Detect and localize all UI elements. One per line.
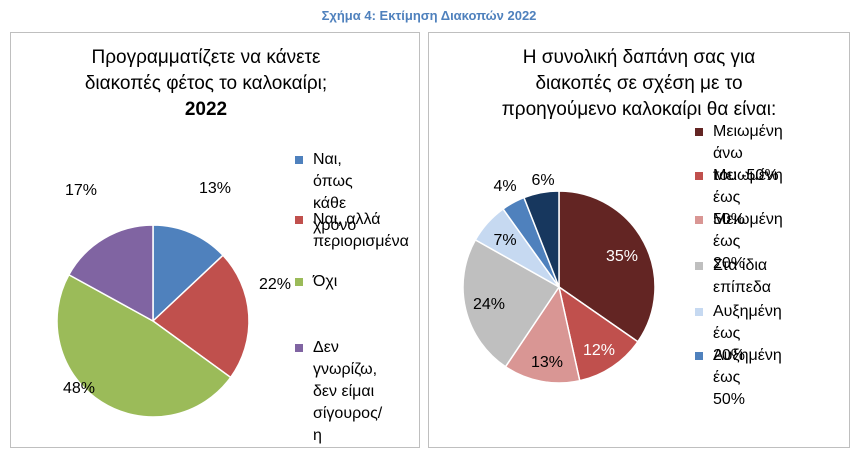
spending-data-label-1: 12%: [583, 342, 615, 359]
spending-legend-label-4: Αυξημένη έως 20%: [713, 303, 782, 364]
chart-title-plans: Προγραμματίζετε να κάνετε διακοπές φέτος…: [51, 45, 361, 123]
spending-slice-3: [462, 238, 561, 368]
plans-data-label-2: 48%: [63, 380, 95, 397]
spending-legend-swatch-0: [695, 128, 703, 136]
spending-slice-1: [557, 285, 639, 382]
spending-slice-0: [558, 190, 656, 343]
chart-panel-plans: Προγραμματίζετε να κάνετε διακοπές φέτος…: [10, 32, 420, 448]
chart-panel-spending: Η συνολική δαπάνη σας για διακοπές σε σχ…: [428, 32, 850, 448]
spending-legend-swatch-2: [695, 216, 703, 224]
pie-chart-spending: 35% 12% 13% 24% 7% 4% 6%: [462, 172, 656, 384]
spending-legend-label-1: Μειωμένη έως 50%: [713, 167, 783, 228]
legend-plans: Ναι, όπως κάθε χρόνο Ναι, αλλά περιορισμένα…: [295, 149, 415, 444]
spending-legend-label-5: Αυξημένη έως 50%: [713, 347, 782, 408]
plans-legend-swatch-1: [295, 216, 303, 224]
spending-data-label-0: 35%: [606, 248, 638, 265]
plans-slice-2: [56, 273, 232, 418]
plans-slice-0: [152, 224, 225, 323]
figure-title: Σχήμα 4: Εκτίμηση Διακοπών 2022: [321, 8, 537, 23]
chart-title-spending-line1: Η συνολική δαπάνη σας για: [522, 47, 756, 68]
spending-legend-swatch-3: [695, 262, 703, 270]
pie-chart-plans: 13% 22% 48% 17%: [56, 180, 291, 418]
chart-title-spending-line2: διακοπές σε σχέση με το: [535, 73, 743, 94]
plans-legend-label-2: Όχι: [313, 273, 338, 290]
plans-legend-swatch-3: [295, 344, 303, 352]
chart-title-plans-line2: διακοπές φέτος το καλοκαίρι;: [84, 73, 328, 94]
plans-slice-3: [67, 224, 154, 323]
spending-legend-label-0: Μειωμένη άνω του -50%: [713, 123, 783, 184]
spending-data-label-3: 24%: [473, 296, 505, 313]
spending-legend-swatch-4: [695, 308, 703, 316]
spending-slice-6: [523, 190, 560, 288]
spending-data-label-4: 7%: [493, 232, 516, 249]
plans-legend-swatch-2: [295, 278, 303, 286]
chart-title-plans-year: 2022: [184, 99, 228, 120]
plans-legend-label-1: Ναι, αλλά περιορισμένα: [313, 211, 409, 250]
spending-legend-label-2: Μειωμένη έως 20%: [713, 211, 783, 272]
chart-title-plans-line1: Προγραμματίζετε να κάνετε: [91, 47, 321, 68]
spending-data-label-2: 13%: [531, 354, 563, 371]
spending-data-label-5: 4%: [493, 178, 516, 195]
plans-data-label-3: 17%: [65, 182, 97, 199]
plans-data-label-0: 13%: [199, 180, 231, 197]
plans-data-label-1: 22%: [259, 276, 291, 293]
plans-legend-label-0: Ναι, όπως κάθε χρόνο: [313, 151, 357, 234]
plans-legend-label-3: Δεν γνωρίζω, δεν είμαι σίγουρος/η: [313, 339, 383, 444]
spending-legend-swatch-1: [695, 172, 703, 180]
spending-data-label-6: 6%: [531, 172, 554, 189]
plans-slice-1: [151, 254, 250, 379]
plans-legend-swatch-0: [295, 156, 303, 164]
chart-title-spending-line3: προηγούμενο καλοκαίρι θα είναι:: [501, 99, 777, 120]
spending-legend-swatch-5: [695, 352, 703, 360]
legend-spending: Μειωμένη άνω του -50% Μειωμένη έως 50% Μειωμ…: [695, 121, 845, 441]
spending-legend-label-3: Στα ίδια επίπεδα: [713, 257, 772, 296]
chart-title-spending: Η συνολική δαπάνη σας για διακοπές σε σχ…: [469, 45, 809, 123]
spending-slice-2: [504, 285, 581, 384]
